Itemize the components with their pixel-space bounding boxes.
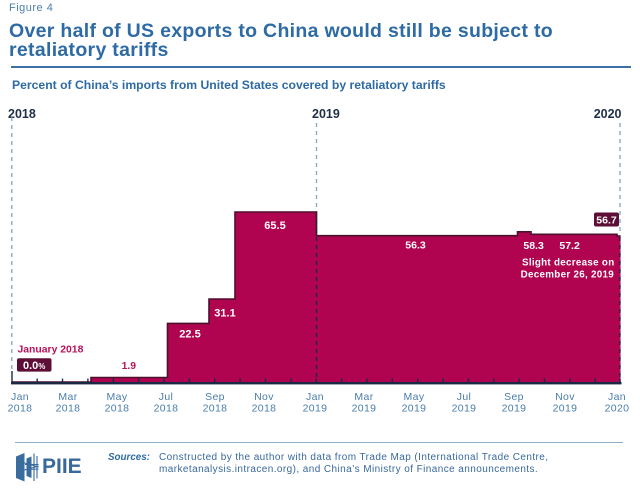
svg-text:2019: 2019 [402, 403, 427, 415]
svg-text:2020: 2020 [605, 403, 630, 415]
svg-text:2018: 2018 [154, 403, 179, 415]
svg-text:Sep: Sep [205, 391, 225, 403]
svg-text:2019: 2019 [303, 403, 328, 415]
svg-text:2019: 2019 [352, 403, 377, 415]
svg-text:Jul: Jul [159, 391, 173, 403]
svg-text:58.3: 58.3 [523, 240, 544, 252]
svg-text:2019: 2019 [553, 403, 578, 415]
svg-text:May: May [404, 391, 425, 403]
svg-text:December 26, 2019: December 26, 2019 [521, 270, 615, 281]
svg-text:Slight decrease on: Slight decrease on [522, 258, 615, 269]
svg-text:22.5: 22.5 [179, 329, 200, 341]
svg-text:65.5: 65.5 [264, 220, 285, 232]
svg-text:Jan: Jan [11, 391, 29, 403]
svg-text:Mar: Mar [58, 391, 77, 403]
svg-text:2018: 2018 [56, 403, 81, 415]
svg-text:January 2018: January 2018 [18, 344, 84, 355]
svg-text:31.1: 31.1 [214, 307, 235, 319]
svg-text:2019: 2019 [452, 403, 477, 415]
svg-text:Nov: Nov [555, 391, 575, 403]
svg-text:57.2: 57.2 [559, 240, 580, 252]
svg-text:Jul: Jul [457, 391, 471, 403]
svg-text:2018: 2018 [203, 403, 228, 415]
svg-text:2018: 2018 [252, 403, 277, 415]
svg-text:1.9: 1.9 [122, 361, 137, 372]
svg-text:Mar: Mar [354, 391, 373, 403]
svg-text:0.0%: 0.0% [23, 360, 45, 372]
svg-text:Jan: Jan [306, 391, 324, 403]
svg-text:56.7: 56.7 [596, 215, 617, 227]
svg-text:Sep: Sep [504, 391, 524, 403]
svg-text:Jan: Jan [608, 391, 626, 403]
svg-text:May: May [107, 391, 128, 403]
svg-text:Nov: Nov [254, 391, 274, 403]
svg-text:56.3: 56.3 [405, 240, 426, 252]
svg-text:2018: 2018 [8, 403, 33, 415]
svg-text:2018: 2018 [105, 403, 130, 415]
svg-text:2019: 2019 [502, 403, 527, 415]
